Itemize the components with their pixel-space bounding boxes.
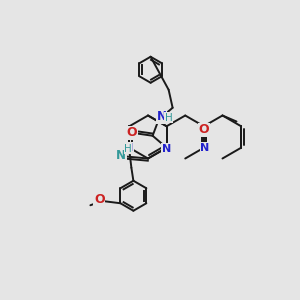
Text: O: O (126, 126, 137, 139)
Text: H: H (124, 143, 132, 154)
Text: N: N (157, 110, 166, 123)
Text: H: H (165, 113, 172, 123)
Text: N: N (124, 143, 133, 153)
Text: O: O (199, 123, 209, 136)
Text: N: N (200, 143, 209, 153)
Text: N: N (116, 149, 126, 162)
Text: O: O (94, 193, 105, 206)
Text: N: N (162, 144, 171, 154)
